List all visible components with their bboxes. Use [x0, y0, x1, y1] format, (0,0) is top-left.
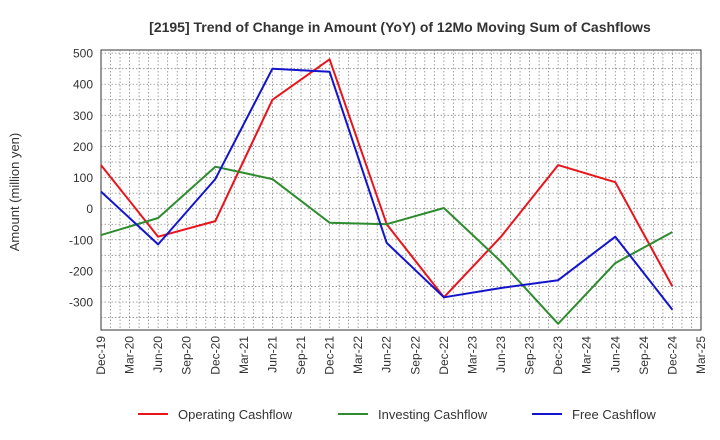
x-tick-label: Sep-23 — [523, 336, 537, 375]
y-tick-label: 300 — [73, 109, 93, 123]
y-tick-label: 200 — [73, 140, 93, 154]
x-tick-label: Mar-25 — [694, 336, 708, 374]
x-tick-label: Jun-23 — [494, 336, 508, 373]
x-tick-label: Jun-21 — [265, 336, 279, 373]
legend: Operating Cashflow Investing Cashflow Free… — [138, 407, 656, 422]
series-line — [100, 67, 674, 311]
series-line — [100, 165, 673, 325]
x-tick-label: Dec-21 — [323, 336, 337, 375]
x-tick-label: Mar-22 — [351, 336, 365, 374]
chart-title: [2195] Trend of Change in Amount (YoY) o… — [149, 19, 651, 35]
y-tick-label: -100 — [69, 233, 93, 247]
x-tick-label: Mar-20 — [123, 336, 137, 374]
series-lines — [100, 58, 674, 325]
x-tick-label: Sep-20 — [180, 336, 194, 375]
x-tick-label: Dec-20 — [208, 336, 222, 375]
x-tick-label: Mar-24 — [580, 336, 594, 374]
x-tick-label: Jun-20 — [151, 336, 165, 373]
x-tick-label: Mar-23 — [465, 336, 479, 374]
x-tick-label: Sep-22 — [408, 336, 422, 375]
x-tick-label: Dec-22 — [437, 336, 451, 375]
x-tick-label: Jun-22 — [380, 336, 394, 373]
x-tick-label: Sep-21 — [294, 336, 308, 375]
axes: 500 400 300 200 100 0 -100 -200 -300 Dec-19 Mar-20… — [69, 47, 708, 375]
x-tick-label: Dec-24 — [665, 336, 679, 375]
x-tick-label: Dec-19 — [94, 336, 108, 375]
y-tick-label: 400 — [73, 78, 93, 92]
legend-label: Operating Cashflow — [178, 407, 293, 422]
x-tick-label: Mar-21 — [237, 336, 251, 374]
x-tick-label: Jun-24 — [608, 336, 622, 373]
grid-lines — [100, 49, 702, 331]
plot-area — [100, 49, 702, 331]
y-tick-label: 0 — [86, 202, 93, 216]
y-tick-label: 500 — [73, 47, 93, 61]
y-tick-label: 100 — [73, 171, 93, 185]
legend-label: Investing Cashflow — [378, 407, 488, 422]
y-tick-label: -200 — [69, 264, 93, 278]
x-tick-label: Dec-23 — [551, 336, 565, 375]
y-tick-label: -300 — [69, 296, 93, 310]
x-tick-label: Sep-24 — [637, 336, 651, 375]
legend-label: Free Cashflow — [572, 407, 656, 422]
y-axis-label: Amount (million yen) — [7, 133, 22, 252]
